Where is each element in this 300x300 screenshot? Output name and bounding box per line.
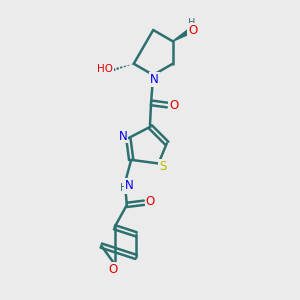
Text: S: S: [159, 160, 166, 173]
Text: O: O: [146, 195, 155, 208]
Text: N: N: [125, 179, 134, 192]
Text: N: N: [118, 130, 127, 142]
Text: N: N: [150, 73, 159, 86]
Text: O: O: [109, 263, 118, 276]
Text: HO: HO: [97, 64, 113, 74]
Text: H: H: [120, 183, 127, 193]
Text: O: O: [169, 98, 178, 112]
Text: O: O: [188, 24, 198, 37]
Text: H: H: [188, 18, 196, 28]
Polygon shape: [173, 28, 192, 41]
